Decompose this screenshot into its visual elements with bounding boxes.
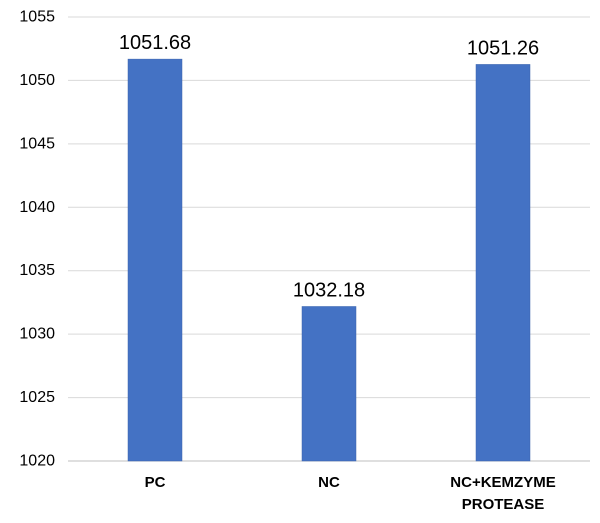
category-label: PROTEASE (462, 496, 545, 513)
data-labels: 1051.68 1032.18 1051.26 (119, 32, 539, 301)
y-tick-label: 1020 (19, 453, 55, 470)
bar (475, 64, 531, 462)
bars (127, 58, 531, 462)
y-tick-label: 1055 (19, 9, 55, 26)
data-label: 1032.18 (293, 279, 365, 301)
data-label: 1051.68 (119, 32, 191, 54)
category-label: PC (145, 474, 166, 491)
y-axis: 1020 1025 1030 1035 1040 1045 1050 1055 (19, 9, 55, 470)
category-label: NC (318, 474, 340, 491)
y-tick-label: 1030 (19, 326, 55, 343)
y-tick-label: 1050 (19, 72, 55, 89)
bar (301, 306, 357, 462)
y-tick-label: 1045 (19, 135, 55, 152)
y-tick-label: 1035 (19, 262, 55, 279)
y-tick-label: 1025 (19, 389, 55, 406)
data-label: 1051.26 (467, 37, 539, 59)
bar (127, 58, 183, 462)
x-axis: PC NC NC+KEMZYME PROTEASE (145, 474, 556, 513)
y-tick-label: 1040 (19, 199, 55, 216)
category-label: NC+KEMZYME (450, 474, 555, 491)
